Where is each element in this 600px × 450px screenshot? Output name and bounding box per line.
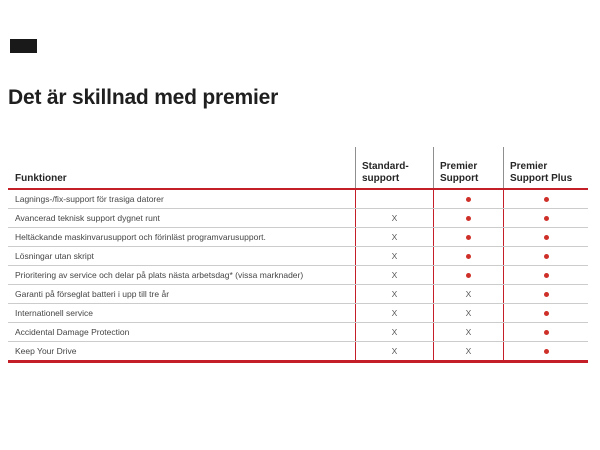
premier-support-plus-cell: [503, 285, 588, 303]
included-dot-icon: [543, 348, 549, 354]
feature-label: Lösningar utan skript: [15, 251, 94, 261]
premier-support-plus-cell: [503, 266, 588, 284]
table-row: Internationell service X X: [8, 304, 588, 323]
included-dot-icon: [543, 291, 549, 297]
column-header-line1: Premier: [510, 161, 548, 172]
premier-support-cell: [433, 266, 503, 284]
column-header-standard-support: Standard- support: [355, 147, 433, 188]
premier-support-plus-cell: [503, 247, 588, 265]
column-header-line1: Standard-: [362, 161, 409, 172]
table-row: Keep Your Drive X X: [8, 342, 588, 360]
page-title: Det är skillnad med premier: [8, 86, 279, 109]
included-dot-icon: [543, 196, 549, 202]
table-row: Garanti på förseglat batteri i upp till …: [8, 285, 588, 304]
standard-support-cell: X: [355, 247, 433, 265]
feature-label: Keep Your Drive: [15, 346, 77, 356]
table-row: Lösningar utan skript X: [8, 247, 588, 266]
premier-support-cell: [433, 190, 503, 208]
standard-support-cell: [355, 190, 433, 208]
included-dot-icon: [466, 234, 471, 240]
included-dot-icon: [466, 215, 471, 221]
table-row: Heltäckande maskinvarusupport och förinl…: [8, 228, 588, 247]
standard-support-cell: X: [355, 323, 433, 341]
included-dot-icon: [543, 272, 549, 278]
standard-support-cell: X: [355, 228, 433, 246]
feature-label: Accidental Damage Protection: [15, 327, 130, 337]
premier-support-plus-cell: [503, 190, 588, 208]
standard-support-cell: X: [355, 342, 433, 360]
premier-support-cell: X: [433, 323, 503, 341]
standard-support-cell: X: [355, 285, 433, 303]
column-header-line1: Premier: [440, 161, 478, 172]
standard-support-cell: X: [355, 209, 433, 227]
feature-label: Heltäckande maskinvarusupport och förinl…: [15, 232, 266, 242]
black-bar-decoration: [10, 39, 37, 53]
included-dot-icon: [466, 196, 471, 202]
table-body: Lagnings-/fix-support för trasiga datore…: [8, 190, 588, 363]
included-dot-icon: [543, 329, 549, 335]
premier-support-cell: X: [433, 304, 503, 322]
premier-support-plus-cell: [503, 304, 588, 322]
included-dot-icon: [543, 253, 549, 259]
table-row: Lagnings-/fix-support för trasiga datore…: [8, 190, 588, 209]
premier-support-cell: X: [433, 342, 503, 360]
column-header-funktioner: Funktioner: [15, 173, 67, 184]
premier-support-plus-cell: [503, 323, 588, 341]
feature-label: Garanti på förseglat batteri i upp till …: [15, 289, 170, 299]
table-row: Prioritering av service och delar på pla…: [8, 266, 588, 285]
table-row: Accidental Damage Protection X X: [8, 323, 588, 342]
premier-support-cell: X: [433, 285, 503, 303]
included-dot-icon: [466, 253, 471, 259]
column-header-premier-support: Premier Support: [433, 147, 503, 188]
standard-support-cell: X: [355, 266, 433, 284]
premier-support-plus-cell: [503, 342, 588, 360]
table-row: Avancerad teknisk support dygnet runt X: [8, 209, 588, 228]
feature-label: Lagnings-/fix-support för trasiga datore…: [15, 194, 164, 204]
column-header-line2: Support Plus: [510, 172, 573, 184]
premier-support-cell: [433, 247, 503, 265]
column-header-premier-support-plus: Premier Support Plus: [503, 147, 588, 188]
premier-support-plus-cell: [503, 209, 588, 227]
feature-label: Internationell service: [15, 308, 93, 318]
column-header-line2: support: [362, 172, 400, 184]
included-dot-icon: [543, 215, 549, 221]
feature-label: Avancerad teknisk support dygnet runt: [15, 213, 160, 223]
column-header-line2: Support: [440, 172, 479, 184]
included-dot-icon: [543, 234, 549, 240]
premier-support-cell: [433, 228, 503, 246]
included-dot-icon: [543, 310, 549, 316]
support-comparison-table: Funktioner Standard- support Premier Sup…: [8, 147, 588, 363]
premier-support-cell: [433, 209, 503, 227]
feature-label: Prioritering av service och delar på pla…: [15, 270, 304, 280]
table-header-row: Funktioner Standard- support Premier Sup…: [8, 147, 588, 190]
included-dot-icon: [466, 272, 471, 278]
standard-support-cell: X: [355, 304, 433, 322]
premier-support-plus-cell: [503, 228, 588, 246]
